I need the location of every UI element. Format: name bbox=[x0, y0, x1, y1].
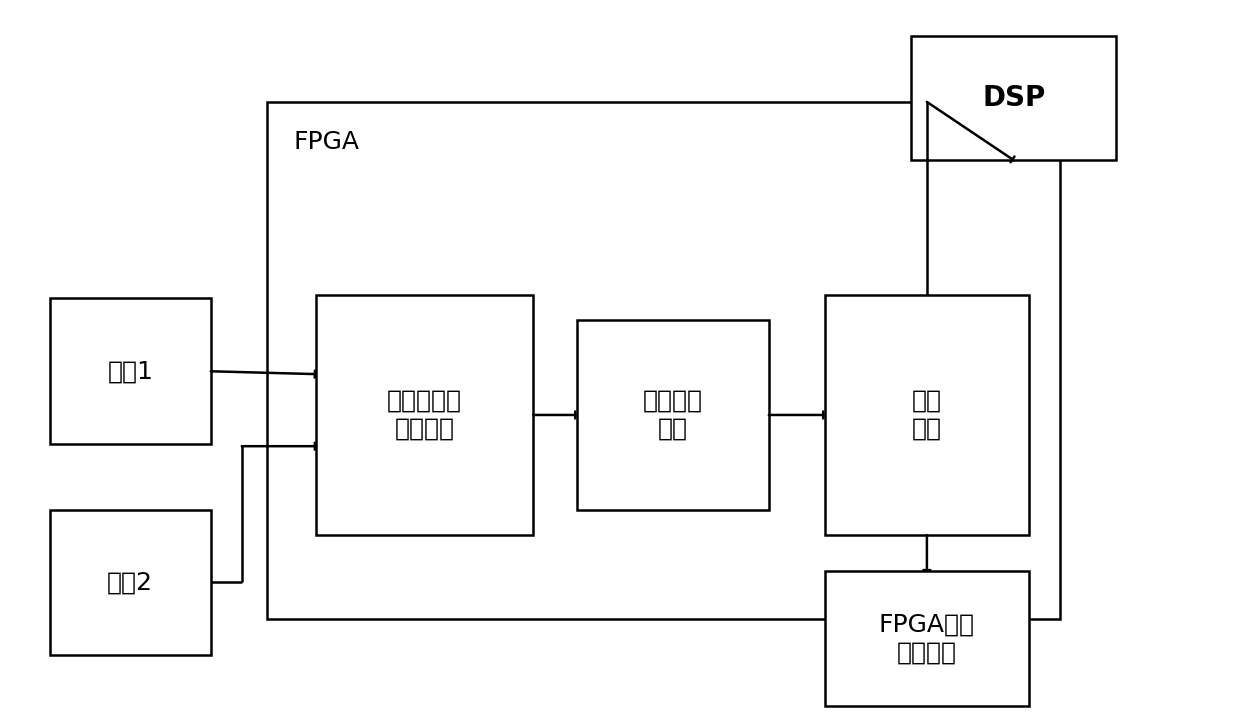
Text: FPGA: FPGA bbox=[294, 130, 360, 154]
Text: DSP: DSP bbox=[982, 84, 1045, 112]
Text: 时钟切换
模块: 时钟切换 模块 bbox=[642, 389, 703, 441]
Bar bbox=[911, 36, 1116, 160]
Bar bbox=[577, 320, 769, 510]
Bar bbox=[50, 510, 211, 655]
Text: 复位
模块: 复位 模块 bbox=[911, 389, 942, 441]
Bar bbox=[825, 571, 1029, 706]
Bar bbox=[825, 295, 1029, 535]
Bar bbox=[50, 298, 211, 444]
Text: 晶振时钟互
检测模块: 晶振时钟互 检测模块 bbox=[387, 389, 463, 441]
Text: 晶振1: 晶振1 bbox=[108, 360, 153, 383]
Bar bbox=[316, 295, 533, 535]
Bar bbox=[267, 102, 1060, 619]
Text: FPGA其余
工作模块: FPGA其余 工作模块 bbox=[879, 613, 975, 665]
Text: 晶振2: 晶振2 bbox=[107, 571, 154, 594]
